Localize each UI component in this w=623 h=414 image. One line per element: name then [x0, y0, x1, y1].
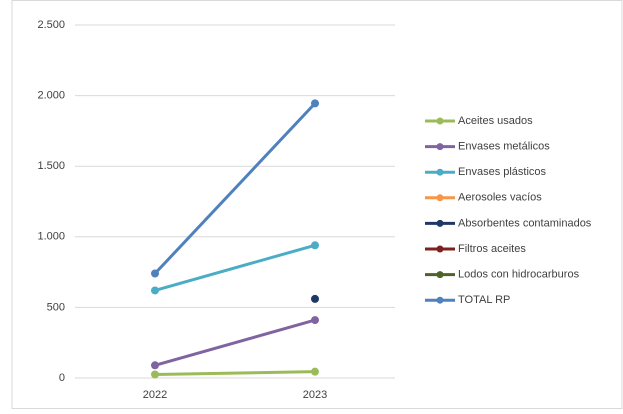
legend-marker	[436, 219, 444, 227]
data-point	[151, 269, 159, 278]
legend-label: TOTAL RP	[458, 294, 510, 306]
legend-marker	[436, 296, 444, 304]
y-tick-label: 0	[59, 372, 65, 384]
x-tick-label: 2023	[303, 389, 327, 401]
legend-label: Lodos con hidrocarburos	[458, 269, 580, 281]
series-line	[153, 243, 317, 292]
legend-label: Envases plásticos	[458, 166, 547, 178]
legend-label: Absorbentes contaminados	[458, 217, 592, 229]
legend-label: Aceites usados	[458, 115, 533, 127]
legend-marker	[436, 117, 444, 125]
y-tick-label: 2.500	[37, 19, 65, 31]
data-point	[151, 370, 159, 379]
x-tick-label: 2022	[143, 389, 167, 401]
series-line	[153, 318, 317, 367]
data-point	[311, 99, 319, 108]
data-point	[311, 294, 319, 303]
legend-label: Filtros aceites	[458, 243, 526, 255]
legend-marker	[436, 143, 444, 151]
legend-label: Aerosoles vacíos	[458, 192, 542, 204]
y-tick-label: 1.000	[37, 231, 65, 243]
y-tick-label: 2.000	[37, 90, 65, 102]
legend-label: Envases metálicos	[458, 141, 550, 153]
data-point	[311, 367, 319, 376]
data-point	[311, 241, 319, 250]
series-line	[153, 370, 317, 376]
data-point	[311, 316, 319, 325]
legend-marker	[436, 271, 444, 279]
data-point	[151, 361, 159, 370]
y-tick-label: 1.500	[37, 160, 65, 172]
y-tick-label: 500	[47, 301, 65, 313]
chart-frame	[11, 0, 623, 409]
series-line	[153, 101, 317, 276]
legend-marker	[436, 168, 444, 176]
legend-marker	[436, 245, 444, 253]
data-point	[151, 286, 159, 295]
legend-marker	[436, 194, 444, 202]
